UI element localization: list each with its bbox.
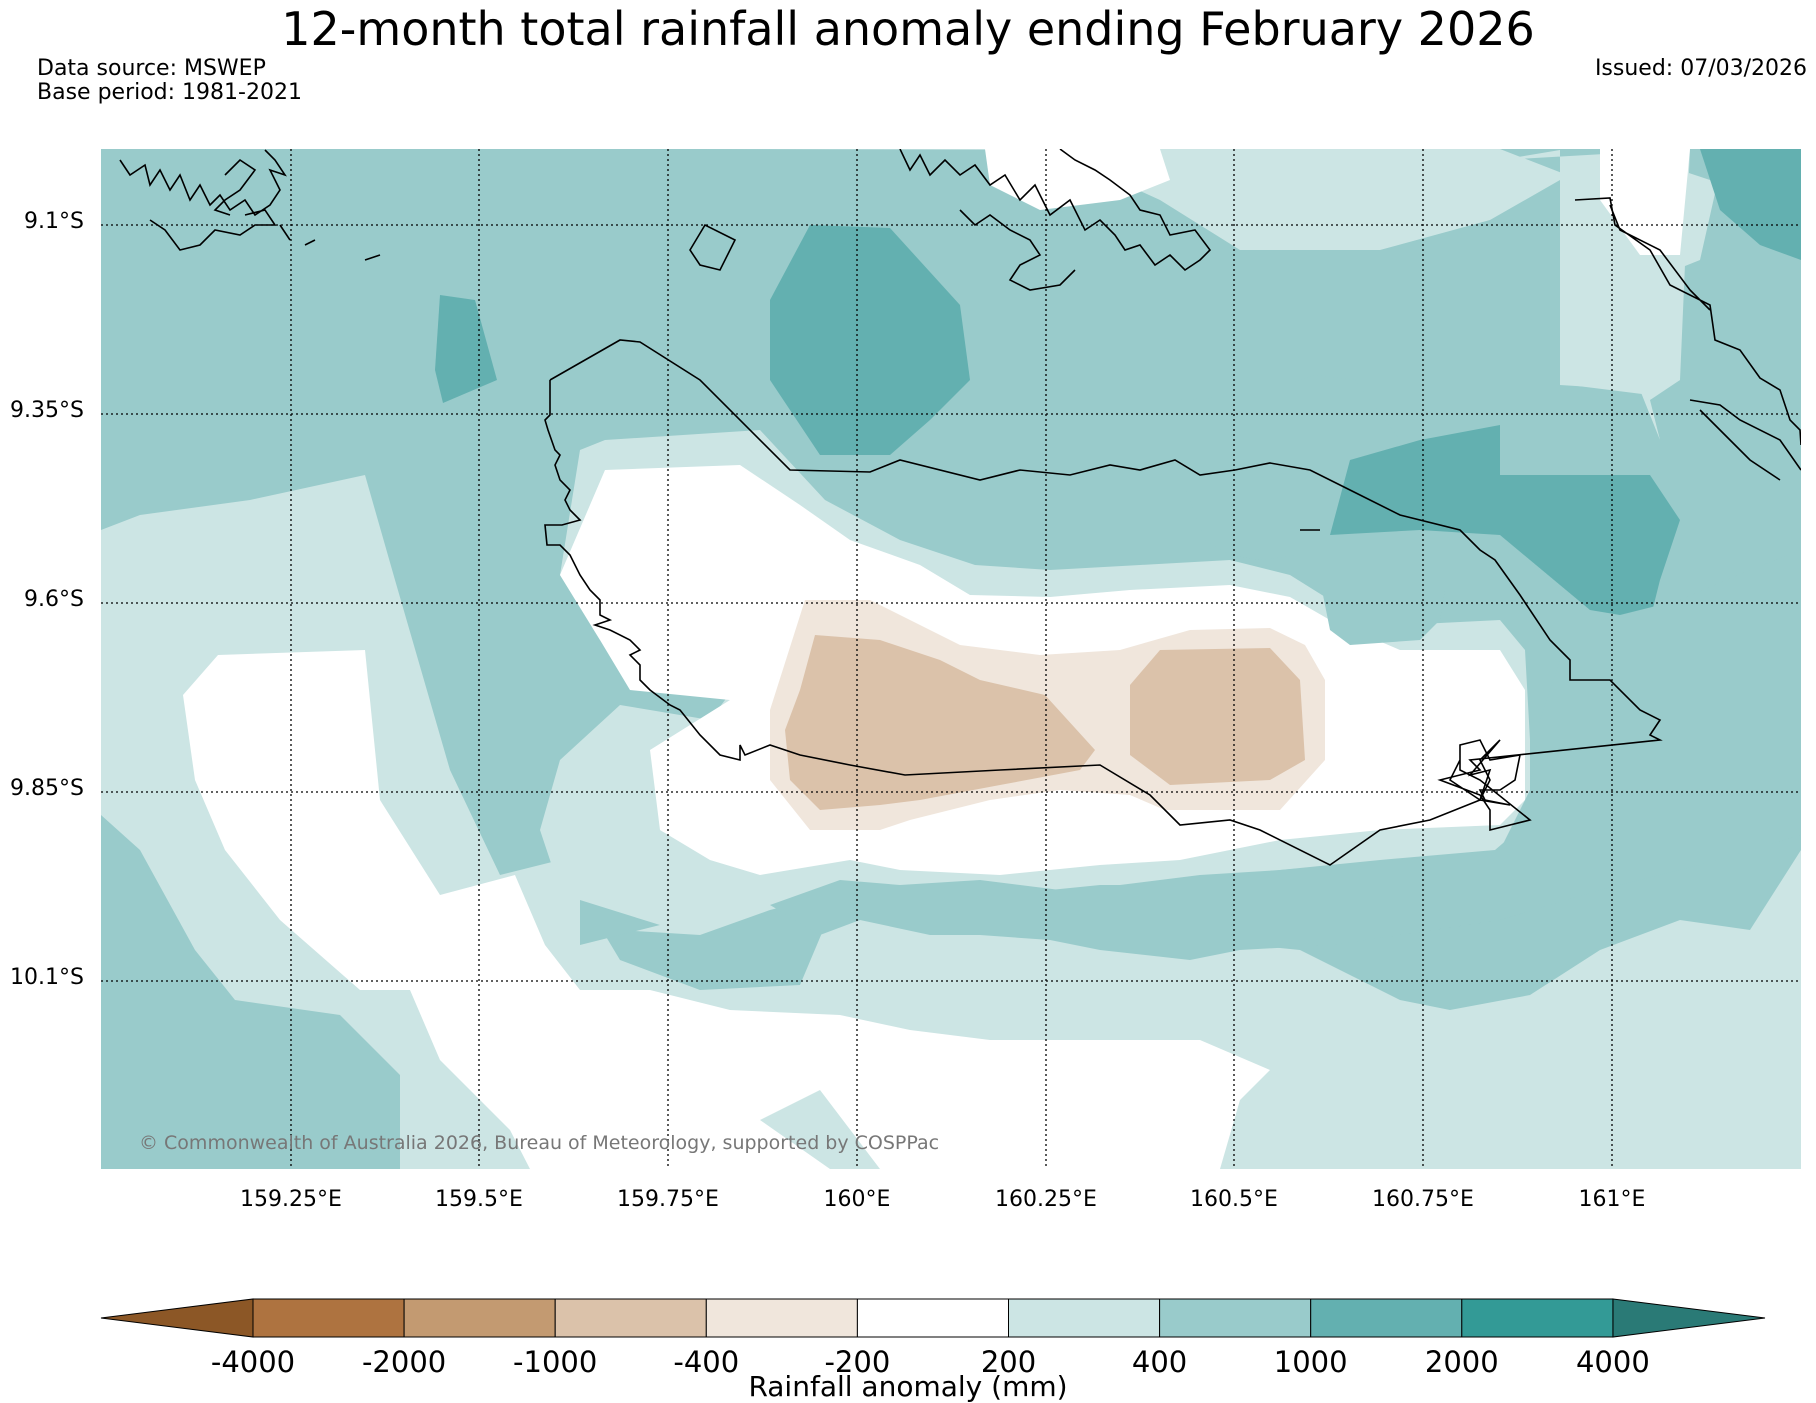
colorbar-cell-2	[554, 1298, 707, 1338]
colorbar-tick-8: 2000	[1424, 1345, 1499, 1379]
colorbar-tick-2: -1000	[513, 1345, 598, 1379]
band-200-400-north	[700, 149, 1801, 280]
coastlines	[119, 149, 1801, 866]
band-1000-2000-nw	[435, 295, 497, 403]
band-1000-2000-north	[770, 225, 970, 455]
base-period: Base period: 1981-2021	[37, 80, 302, 105]
colorbar-tick-9: 4000	[1575, 1345, 1650, 1379]
band-neutral-ne	[1600, 149, 1690, 255]
band-neg400-neg1000-west	[785, 635, 1095, 810]
colorbar-cell-0	[252, 1298, 405, 1338]
lat-label-9-35: 9.35°S	[10, 398, 84, 423]
colorbar-cell-7	[1310, 1298, 1463, 1338]
band-1000-2000-east	[1330, 425, 1680, 620]
band-neutral-north	[985, 149, 1170, 210]
coast-guadalcanal-east	[549, 339, 1663, 832]
colorbar-over-arrow	[1612, 1298, 1766, 1338]
colorbar	[100, 1298, 1766, 1338]
colorbar-cell-6	[1159, 1298, 1312, 1338]
band-400-1000-patch	[580, 900, 660, 945]
lon-label-159-75: 159.75°E	[617, 1187, 719, 1212]
colorbar-tick-1: -2000	[361, 1345, 447, 1379]
colorbar-tick-5: 200	[980, 1345, 1037, 1379]
colorbar-tick-3: -400	[673, 1345, 740, 1379]
colorbar-tick-0: -4000	[210, 1345, 296, 1379]
lat-label-9-6: 9.6°S	[24, 587, 84, 612]
lat-label-9-1: 9.1°S	[24, 209, 84, 234]
colorbar-cell-3	[705, 1298, 858, 1338]
lon-label-161: 161°E	[1578, 1187, 1646, 1212]
coast-russell-islands	[899, 149, 1212, 291]
colorbar-cell-1	[403, 1298, 556, 1338]
colorbar-title: Rainfall anomaly (mm)	[748, 1370, 1068, 1403]
lon-label-159-25: 159.25°E	[240, 1187, 342, 1212]
lon-label-159-5: 159.5°E	[435, 1187, 523, 1212]
lon-label-160-25: 160.25°E	[995, 1187, 1097, 1212]
copyright-notice: © Commonwealth of Australia 2026, Bureau…	[139, 1132, 940, 1154]
anomaly-contours	[101, 149, 1801, 1169]
colorbar-cell-8	[1461, 1298, 1614, 1338]
data-source: Data source: MSWEP	[37, 56, 266, 81]
colorbar-tick-7: 1000	[1273, 1345, 1348, 1379]
band-neg400-neg1000-east	[1130, 648, 1305, 785]
coast-malaita	[1574, 197, 1801, 446]
coast-malaita-south	[1689, 399, 1801, 481]
lat-label-10-1: 10.1°S	[10, 965, 84, 990]
lon-label-160-5: 160.5°E	[1190, 1187, 1278, 1212]
colorbar-cells	[252, 1298, 1614, 1338]
coast-small-islands	[279, 223, 1320, 531]
band-1000-2000-ne	[1700, 149, 1801, 260]
map-title: 12-month total rainfall anomaly ending F…	[281, 2, 1535, 56]
colorbar-under-arrow	[100, 1298, 254, 1338]
coast-guadalcanal-south	[544, 380, 1481, 866]
coast-florida-islands	[119, 149, 287, 251]
lon-label-160: 160°E	[823, 1187, 891, 1212]
band-400-1000-east	[1180, 375, 1460, 645]
colorbar-tick-4: -200	[824, 1345, 891, 1379]
graticule	[101, 149, 1801, 1169]
colorbar-cell-5	[1008, 1298, 1161, 1338]
band-400-1000-sw	[101, 815, 400, 1169]
band-neutral-sw	[183, 650, 1270, 1169]
colorbar-cell-4	[856, 1298, 1010, 1338]
colorbar-tick-6: 400	[1131, 1345, 1188, 1379]
lat-label-9-85: 9.85°S	[10, 776, 84, 801]
lon-label-160-75: 160.75°E	[1372, 1187, 1474, 1212]
issued-date: Issued: 07/03/2026	[1594, 56, 1807, 81]
band-400-1000-southeast	[770, 550, 1801, 960]
